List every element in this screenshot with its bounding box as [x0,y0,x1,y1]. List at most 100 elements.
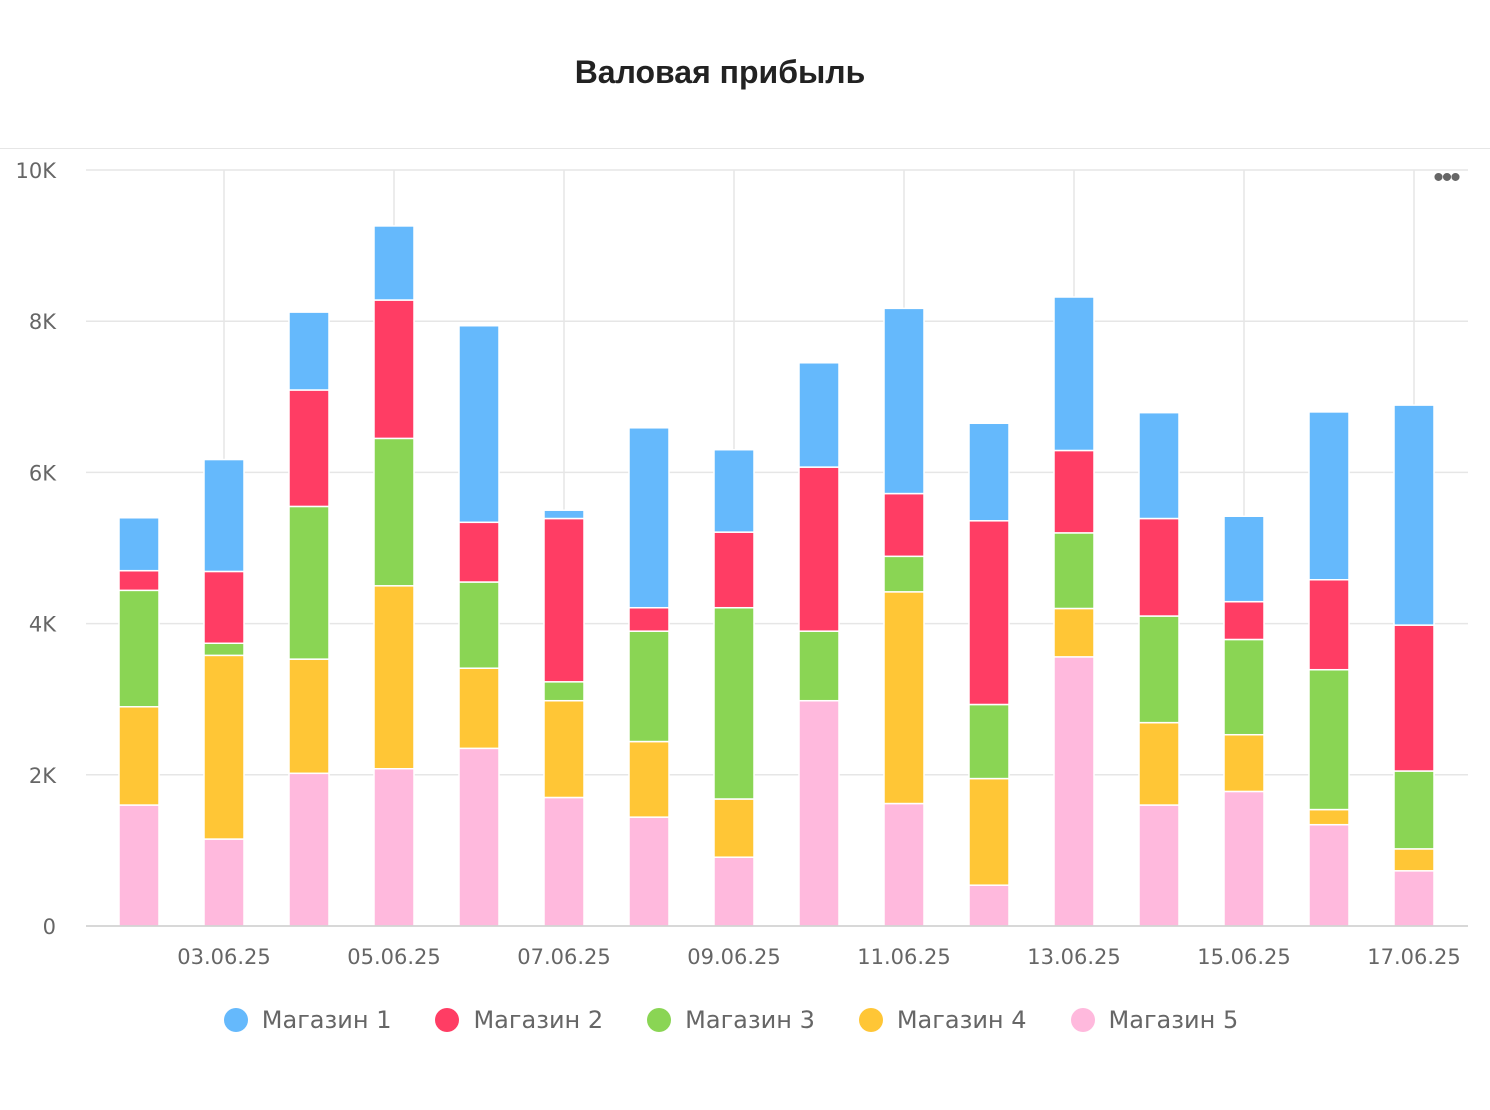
x-tick-label: 07.06.25 [517,945,611,969]
bar-segment [373,585,415,770]
bar-stack [798,362,840,927]
bar-segment [968,777,1010,886]
y-tick-label: 6K [29,461,57,485]
legend-label: Магазин 4 [896,1006,1027,1034]
bar-segment [1223,733,1265,793]
bar-segment [798,362,840,468]
bar-segment [628,740,670,818]
bar-stack [883,307,925,927]
bar-segment [1138,615,1180,724]
y-tick-label: 4K [29,613,57,637]
bar-segment [458,581,500,669]
header-divider [0,148,1490,149]
bar-segment [1053,607,1095,658]
legend-item[interactable]: Магазин 4 [858,1000,1027,1040]
bar-segment [1393,624,1435,772]
x-tick-label: 05.06.25 [347,945,441,969]
bar-stack [288,311,330,927]
bar-segment [798,630,840,702]
x-tick-label: 15.06.25 [1197,945,1291,969]
legend-label: Магазин 3 [685,1006,815,1034]
bar-segment [1223,790,1265,927]
bar-stack [203,458,245,927]
bar-segment [883,555,925,593]
bar-segment [1308,579,1350,671]
legend-label: Магазин 5 [1108,1006,1239,1034]
bar-segment [1053,449,1095,534]
bar-segment [288,389,330,508]
bar-stacks [118,225,1435,927]
bar-segment [1138,517,1180,617]
bar-segment [1308,808,1350,826]
x-tick-label: 17.06.25 [1367,945,1461,969]
bar-stack [713,448,755,927]
bar-stack [458,324,500,927]
bar-segment [883,307,925,495]
bar-stack [1308,411,1350,927]
legend: Магазин 1 Магазин 2 Магазин 3 Магазин 4 Мага… [0,1000,1476,1040]
bar-segment [203,458,245,573]
bar-segment [118,517,160,572]
bar-segment [713,606,755,800]
legend-swatch [223,1008,248,1032]
x-tick-label: 11.06.25 [857,945,951,969]
bar-segment [883,802,925,927]
legend-item[interactable]: Магазин 5 [1070,1000,1239,1040]
x-tick-label: 09.06.25 [687,945,781,969]
legend-swatch [858,1008,883,1032]
bar-segment [373,299,415,440]
bar-segment [118,706,160,806]
y-tick-label: 2K [29,764,57,788]
bar-segment [458,324,500,524]
bar-segment [458,747,500,927]
bar-stack [1393,404,1435,927]
bar-segment [1053,296,1095,452]
axes: 0 2K 4K 6K 8K 10K 03.06.25 05.06.25 07.06.25 09.0… [16,159,1468,969]
bar-segment [1223,600,1265,641]
bar-segment [798,699,840,927]
bar-segment [543,699,585,799]
bar-segment [968,422,1010,522]
legend-swatch [647,1008,672,1032]
bar-segment [118,804,160,927]
y-tick-label: 0 [43,915,56,939]
bar-segment [713,448,755,533]
bar-segment [628,427,670,609]
bar-segment [713,798,755,858]
bar-segment [1393,404,1435,626]
bar-stack [628,427,670,927]
bar-segment [373,437,415,587]
stacked-bar-chart: 0 2K 4K 6K 8K 10K 03.06.25 05.06.25 07.06.25 09.0… [16,159,1468,969]
x-tick-label: 13.06.25 [1027,945,1121,969]
legend-item[interactable]: Магазин 2 [435,1000,603,1040]
bar-segment [1053,532,1095,610]
legend-swatch [1070,1008,1095,1032]
bar-stack [118,517,160,927]
bar-segment [543,796,585,927]
bar-segment [1138,721,1180,806]
bar-segment [1053,656,1095,927]
legend-item[interactable]: Магазин 1 [223,1000,391,1040]
bar-segment [373,768,415,927]
bar-segment [543,681,585,702]
bar-segment [628,606,670,632]
bar-segment [1138,411,1180,520]
bar-segment [628,816,670,927]
legend-item[interactable]: Магазин 3 [647,1000,815,1040]
bar-segment [203,654,245,840]
bar-segment [713,856,755,927]
bar-stack [1223,515,1265,927]
y-tick-label: 10K [16,159,58,183]
bar-segment [458,667,500,750]
bar-segment [1393,770,1435,850]
bar-segment [968,520,1010,706]
bar-segment [1393,870,1435,927]
bar-segment [1223,638,1265,736]
bar-segment [288,505,330,660]
more-options-icon[interactable]: ••• [1433,161,1461,194]
bar-segment [1138,804,1180,927]
y-tick-label: 8K [29,310,57,334]
bar-segment [458,521,500,583]
bar-segment [373,225,415,301]
bar-stack [373,225,415,927]
